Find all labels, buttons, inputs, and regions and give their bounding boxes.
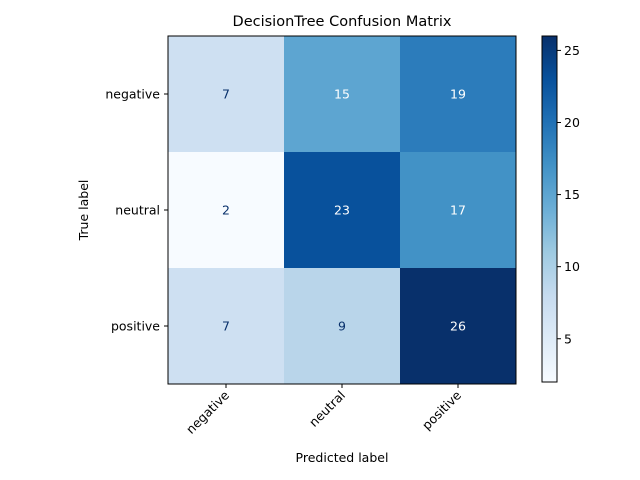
heatmap-cell (168, 36, 285, 153)
colorbar-tick-label: 15 (564, 187, 580, 202)
cell-value-label: 26 (450, 319, 466, 334)
heatmap-cell (168, 268, 285, 385)
colorbar-tick-label: 10 (564, 259, 580, 274)
y-axis-ticks: negative neutral positive (105, 87, 168, 334)
heatmap-cell (168, 152, 285, 269)
cell-value-label: 23 (334, 203, 350, 218)
cell-value-label: 15 (334, 87, 350, 102)
cell-value-label: 19 (450, 87, 466, 102)
cell-value-label: 9 (338, 319, 346, 334)
heatmap-cells (168, 36, 517, 385)
x-axis-ticks: negative neutral positive (183, 384, 464, 437)
cell-value-label: 17 (450, 203, 466, 218)
x-axis-label: Predicted label (296, 450, 389, 465)
colorbar-tick-label: 5 (564, 331, 572, 346)
y-tick-label: negative (105, 87, 160, 102)
x-tick-label: negative (183, 387, 232, 436)
heatmap-cell (400, 152, 517, 269)
colorbar-tick-label: 25 (564, 43, 580, 58)
colorbar (541, 35, 558, 383)
colorbar-tick-label: 20 (564, 115, 580, 130)
cell-value-label: 2 (222, 203, 230, 218)
x-tick-label: positive (419, 387, 464, 432)
heatmap-cell (284, 152, 401, 269)
heatmap-cell (284, 268, 401, 385)
x-tick-label: neutral (306, 388, 348, 430)
cell-value-label: 7 (222, 319, 230, 334)
colorbar-ticks: 5 10 15 20 25 (557, 43, 580, 346)
chart-title: DecisionTree Confusion Matrix (233, 14, 452, 30)
heatmap-cell (284, 36, 401, 153)
heatmap-cell (400, 268, 517, 385)
heatmap-cell (400, 36, 517, 153)
y-tick-label: positive (111, 319, 160, 334)
y-tick-label: neutral (115, 203, 160, 218)
heatmap-cell-labels: 7 15 19 2 23 17 7 9 26 (222, 87, 466, 334)
y-axis-label: True label (76, 180, 91, 242)
plot-frame (167, 35, 517, 385)
cell-value-label: 7 (222, 87, 230, 102)
